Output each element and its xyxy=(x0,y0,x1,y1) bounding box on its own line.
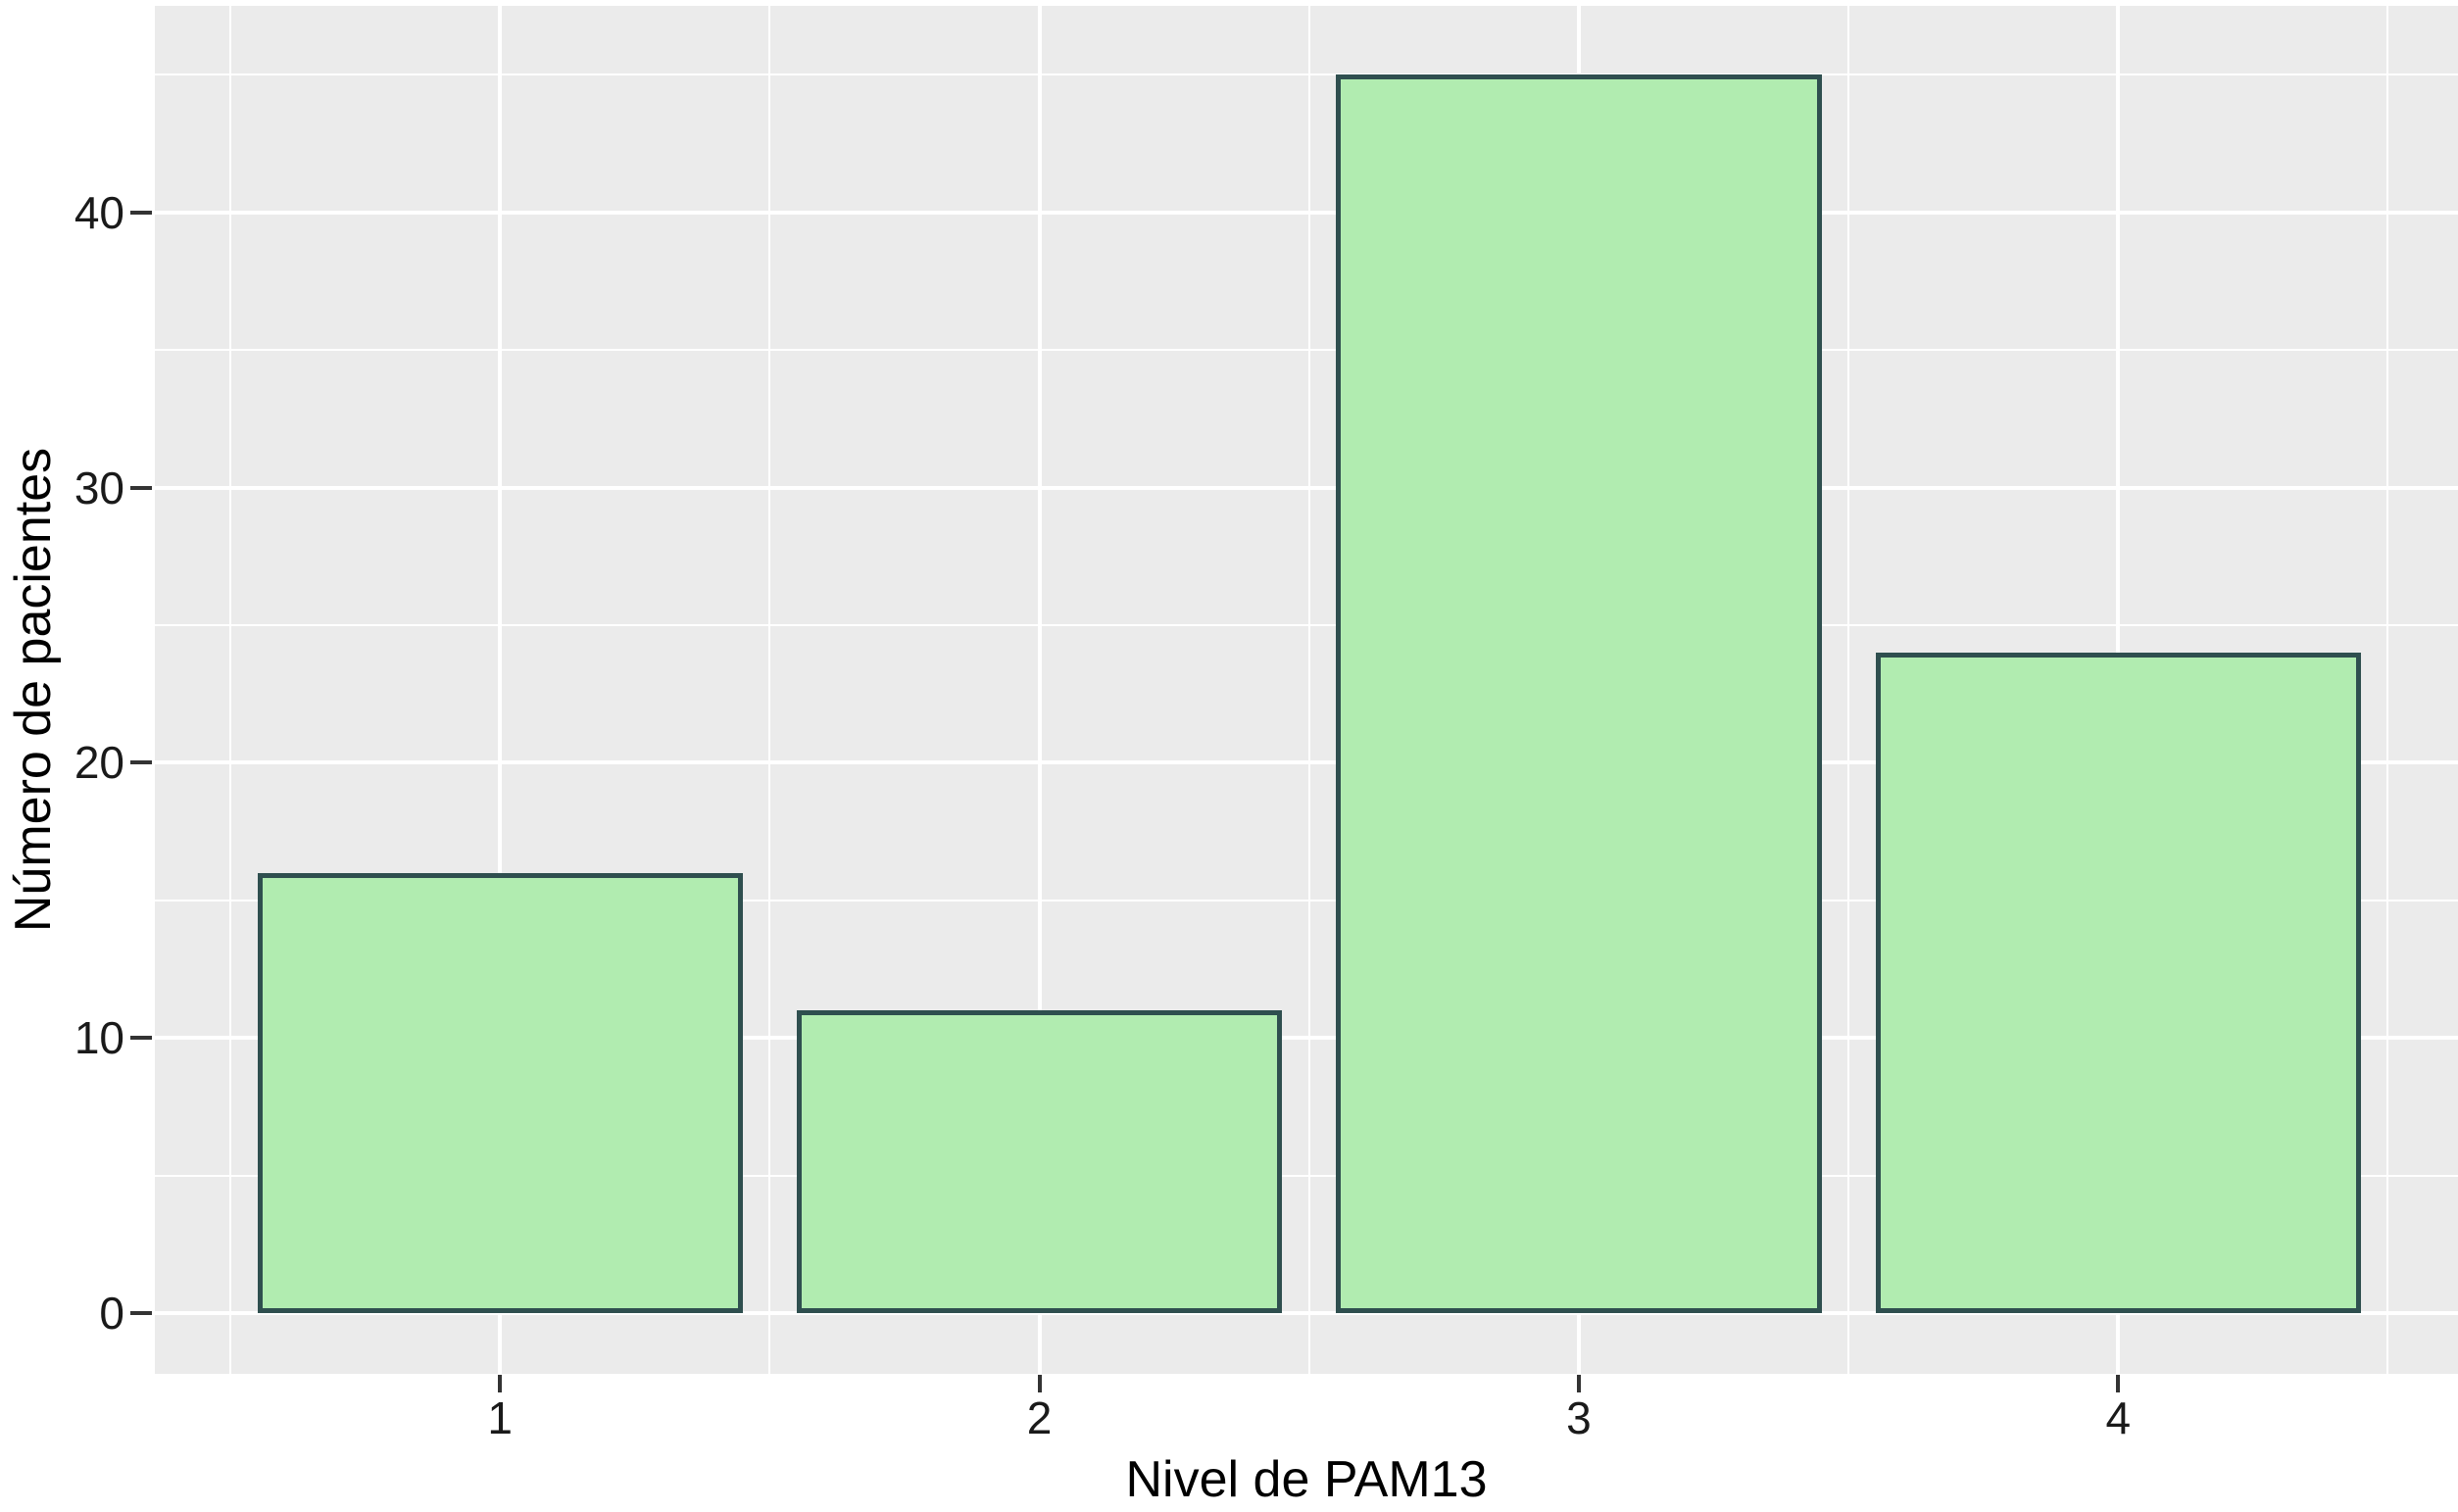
x-tick-label: 3 xyxy=(1566,1392,1592,1443)
y-tick-label: 20 xyxy=(74,737,124,789)
x-gridline-minor xyxy=(229,6,232,1374)
x-gridline-minor xyxy=(1307,6,1310,1374)
y-tick-mark xyxy=(130,1036,152,1041)
x-gridline-minor xyxy=(1847,6,1850,1374)
x-gridline-major xyxy=(498,6,503,1374)
y-tick-mark xyxy=(130,1311,152,1316)
y-gridline-major xyxy=(155,1036,2458,1041)
y-tick-label: 10 xyxy=(74,1012,124,1064)
x-tick-mark xyxy=(1576,1375,1581,1392)
x-axis-title: Nivel de PAM13 xyxy=(1125,1451,1488,1508)
x-gridline-major xyxy=(1037,6,1042,1374)
y-gridline-minor xyxy=(155,623,2458,626)
y-gridline-minor xyxy=(155,899,2458,902)
x-tick-mark xyxy=(2116,1375,2121,1392)
y-gridline-minor xyxy=(155,1174,2458,1177)
y-gridline-major xyxy=(155,485,2458,490)
y-gridline-major xyxy=(155,1311,2458,1316)
x-tick-label: 4 xyxy=(2105,1392,2132,1443)
bar-4 xyxy=(1875,653,2361,1314)
bar-3 xyxy=(1336,74,1822,1314)
x-tick-label: 1 xyxy=(487,1392,514,1443)
bar-1 xyxy=(257,872,743,1314)
x-gridline-minor xyxy=(768,6,771,1374)
y-tick-mark xyxy=(130,485,152,490)
y-tick-label: 40 xyxy=(74,186,124,238)
y-tick-mark xyxy=(130,210,152,215)
y-gridline-major xyxy=(155,210,2458,215)
y-tick-label: 30 xyxy=(74,462,124,513)
y-tick-label: 0 xyxy=(99,1288,124,1340)
y-tick-mark xyxy=(130,760,152,765)
x-tick-mark xyxy=(1037,1375,1042,1392)
y-gridline-minor xyxy=(155,73,2458,76)
x-tick-mark xyxy=(498,1375,503,1392)
x-gridline-minor xyxy=(2386,6,2389,1374)
plot-panel xyxy=(155,6,2458,1374)
x-tick-label: 2 xyxy=(1026,1392,1053,1443)
y-axis-title: Número de pacientes xyxy=(5,447,62,933)
bar-2 xyxy=(796,1010,1283,1314)
y-gridline-minor xyxy=(155,349,2458,352)
y-gridline-major xyxy=(155,760,2458,765)
